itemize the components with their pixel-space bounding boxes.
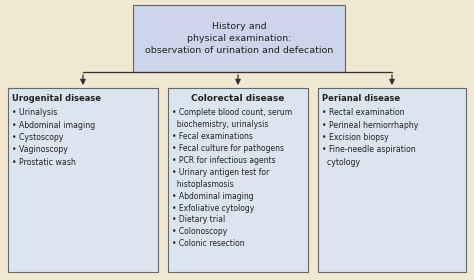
Text: Perianal disease: Perianal disease [322, 94, 400, 103]
Text: • Complete blood count, serum
  biochemistry, urinalysis
• Fecal examinations
• : • Complete blood count, serum biochemist… [172, 108, 292, 248]
FancyBboxPatch shape [168, 88, 308, 272]
Text: • Urinalysis
• Abdominal imaging
• Cystoscopy
• Vaginoscopy
• Prostatic wash: • Urinalysis • Abdominal imaging • Cysto… [12, 108, 95, 167]
FancyBboxPatch shape [8, 88, 158, 272]
FancyBboxPatch shape [318, 88, 466, 272]
Text: Colorectal disease: Colorectal disease [191, 94, 285, 103]
FancyBboxPatch shape [133, 5, 345, 72]
Text: History and
physical examination:
observation of urination and defecation: History and physical examination: observ… [145, 22, 333, 55]
Text: Urogenital disease: Urogenital disease [12, 94, 101, 103]
Text: • Rectal examination
• Perineal herniorrhaphy
• Excision biopsy
• Fine-needle as: • Rectal examination • Perineal herniorr… [322, 108, 419, 167]
